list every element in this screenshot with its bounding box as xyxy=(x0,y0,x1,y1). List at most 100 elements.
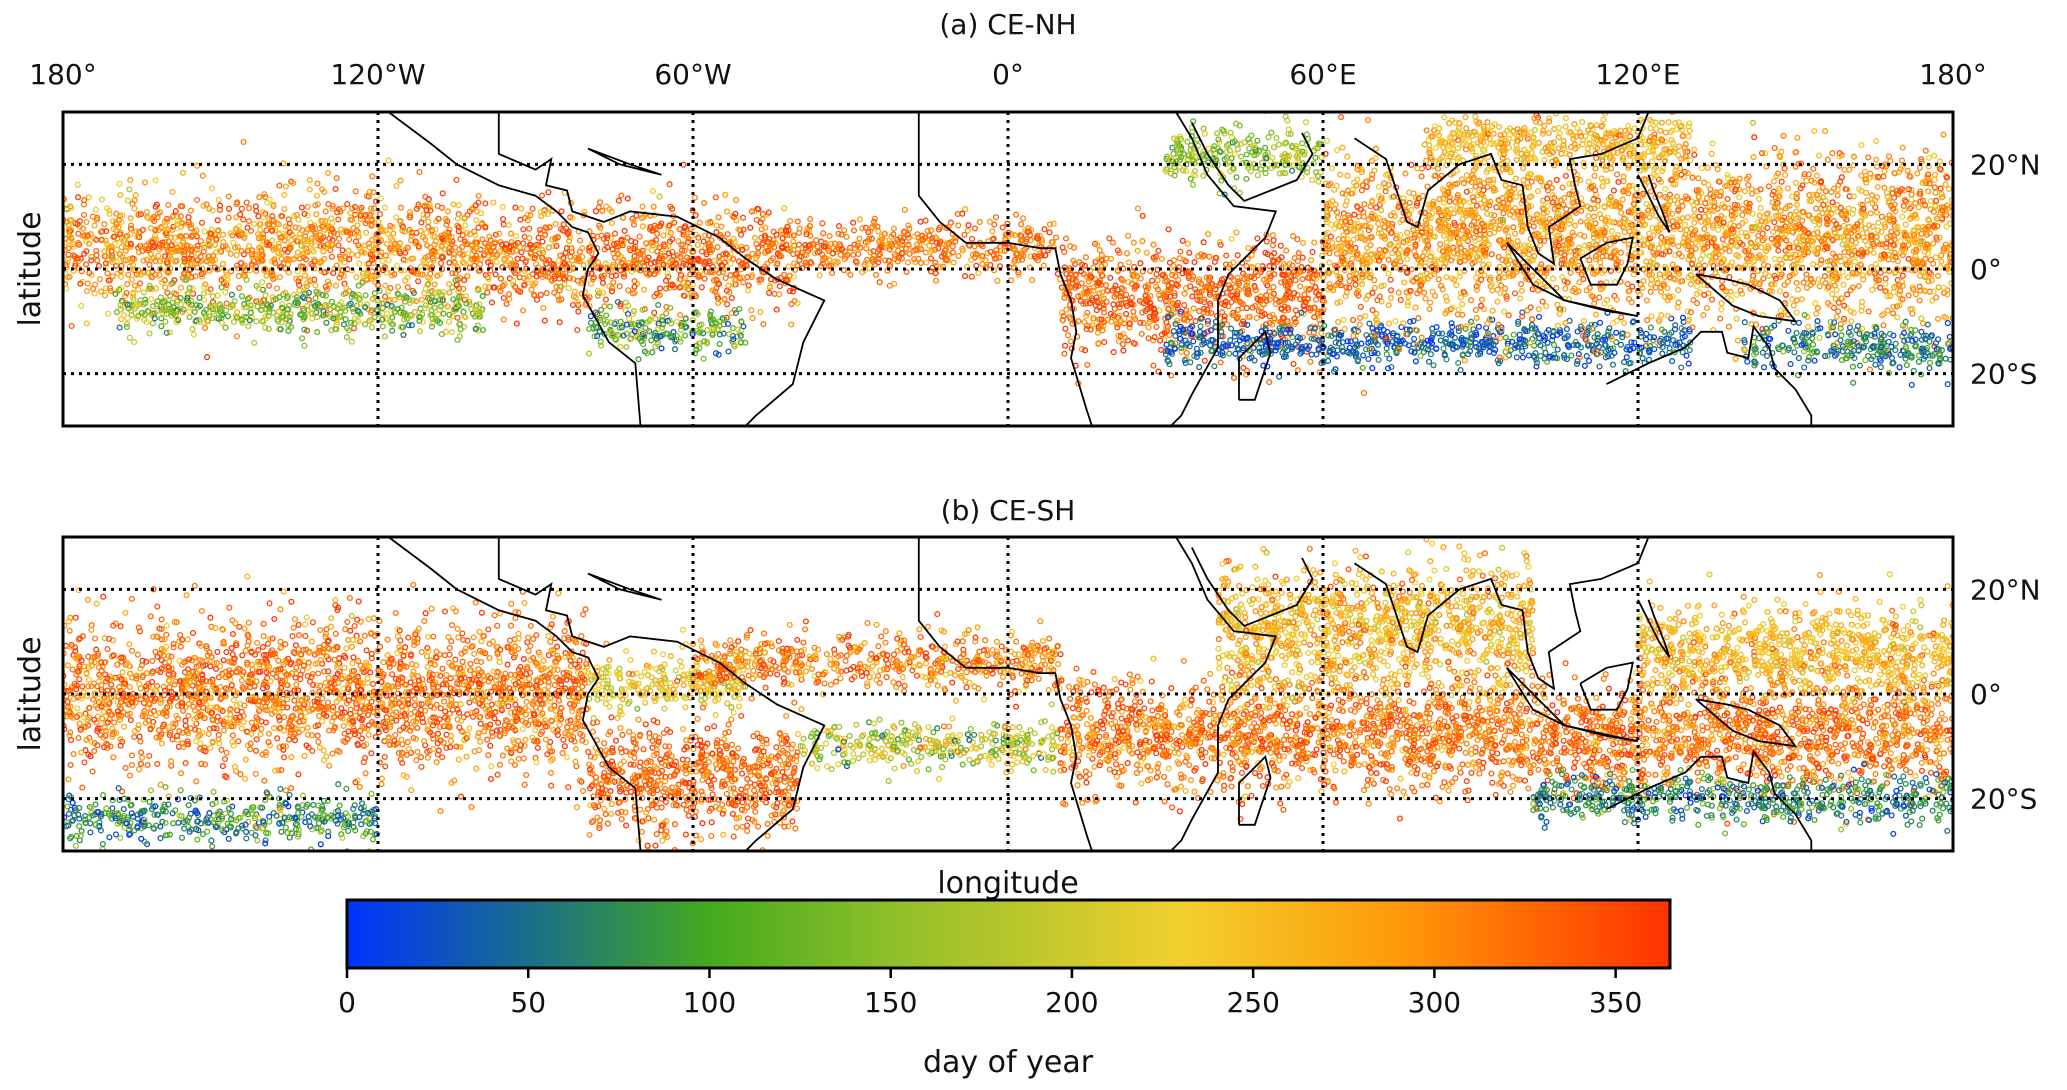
track-point xyxy=(190,331,197,338)
track-point xyxy=(94,257,101,264)
track-point xyxy=(450,254,457,261)
track-point xyxy=(826,232,833,240)
track-point xyxy=(505,222,512,229)
track-point xyxy=(698,284,705,291)
track-point xyxy=(457,250,464,257)
track-point xyxy=(1137,260,1144,267)
track-point xyxy=(1283,247,1290,254)
track-point xyxy=(1365,355,1372,363)
track-point xyxy=(1550,341,1558,348)
track-point xyxy=(197,253,204,260)
track-point xyxy=(322,208,329,215)
track-point xyxy=(332,282,340,289)
track-point xyxy=(262,292,269,299)
track-point xyxy=(408,228,415,235)
track-point xyxy=(169,188,176,196)
track-point xyxy=(1221,313,1228,320)
track-point xyxy=(1191,259,1198,266)
track-point xyxy=(1158,255,1165,262)
track-point xyxy=(999,224,1006,231)
track-point xyxy=(116,324,123,331)
track-point xyxy=(1189,181,1197,188)
track-point xyxy=(390,230,397,237)
track-point xyxy=(117,191,124,199)
track-point xyxy=(94,214,101,221)
track-point xyxy=(346,256,353,263)
track-point xyxy=(308,240,315,247)
track-point xyxy=(426,201,433,208)
track-point xyxy=(339,247,346,254)
track-point xyxy=(445,318,453,325)
track-point xyxy=(387,235,394,242)
track-point xyxy=(402,246,409,253)
track-point xyxy=(140,289,147,296)
track-point xyxy=(301,210,308,217)
track-point xyxy=(323,319,330,326)
track-point xyxy=(1613,329,1620,336)
track-point xyxy=(215,196,222,203)
track-point xyxy=(926,242,933,249)
track-point xyxy=(144,269,151,276)
track-point xyxy=(969,235,976,242)
track-point xyxy=(1228,298,1235,306)
track-point xyxy=(262,193,269,201)
track-point xyxy=(1299,254,1306,261)
track-point xyxy=(194,196,201,203)
track-point xyxy=(436,271,443,278)
track-point xyxy=(513,320,520,327)
track-point xyxy=(961,231,968,238)
track-point xyxy=(1269,232,1276,239)
track-point xyxy=(324,278,332,285)
track-point xyxy=(418,296,425,303)
track-point xyxy=(335,216,342,223)
track-point xyxy=(569,301,577,309)
track-point xyxy=(135,210,142,218)
track-point xyxy=(225,205,233,212)
track-point xyxy=(285,269,292,276)
track-point xyxy=(306,177,313,184)
track-point xyxy=(191,308,198,316)
track-point xyxy=(850,227,858,234)
track-point xyxy=(855,250,862,258)
track-point xyxy=(156,209,164,216)
track-point xyxy=(713,229,720,236)
track-point xyxy=(464,273,471,280)
track-point xyxy=(152,236,160,243)
track-point xyxy=(314,314,321,321)
track-point xyxy=(85,194,92,201)
track-point xyxy=(608,288,616,295)
track-point xyxy=(219,260,227,267)
track-point xyxy=(677,311,684,319)
track-point xyxy=(416,169,423,176)
track-point xyxy=(225,193,232,200)
track-point xyxy=(606,303,614,310)
track-point xyxy=(847,271,854,278)
track-point xyxy=(203,201,210,208)
track-point xyxy=(68,204,75,212)
track-point xyxy=(580,262,587,269)
track-point xyxy=(346,236,353,243)
track-point xyxy=(1683,352,1690,359)
track-point xyxy=(518,205,525,212)
track-point xyxy=(382,282,389,289)
track-point xyxy=(1082,254,1090,261)
track-point xyxy=(156,246,163,253)
track-point xyxy=(93,236,100,243)
track-point xyxy=(186,284,193,292)
track-point xyxy=(194,242,201,249)
track-point xyxy=(1186,249,1193,256)
track-point xyxy=(1128,294,1135,301)
track-point xyxy=(96,276,103,283)
track-point xyxy=(505,291,513,298)
track-point xyxy=(520,226,527,233)
track-point xyxy=(701,199,708,207)
track-point xyxy=(1228,235,1235,242)
track-point xyxy=(131,282,138,289)
track-point xyxy=(1130,308,1137,315)
track-point xyxy=(189,326,196,333)
track-point xyxy=(104,270,111,277)
track-point xyxy=(431,241,438,248)
track-point xyxy=(541,317,548,324)
track-point xyxy=(127,215,134,222)
track-point xyxy=(965,222,972,229)
